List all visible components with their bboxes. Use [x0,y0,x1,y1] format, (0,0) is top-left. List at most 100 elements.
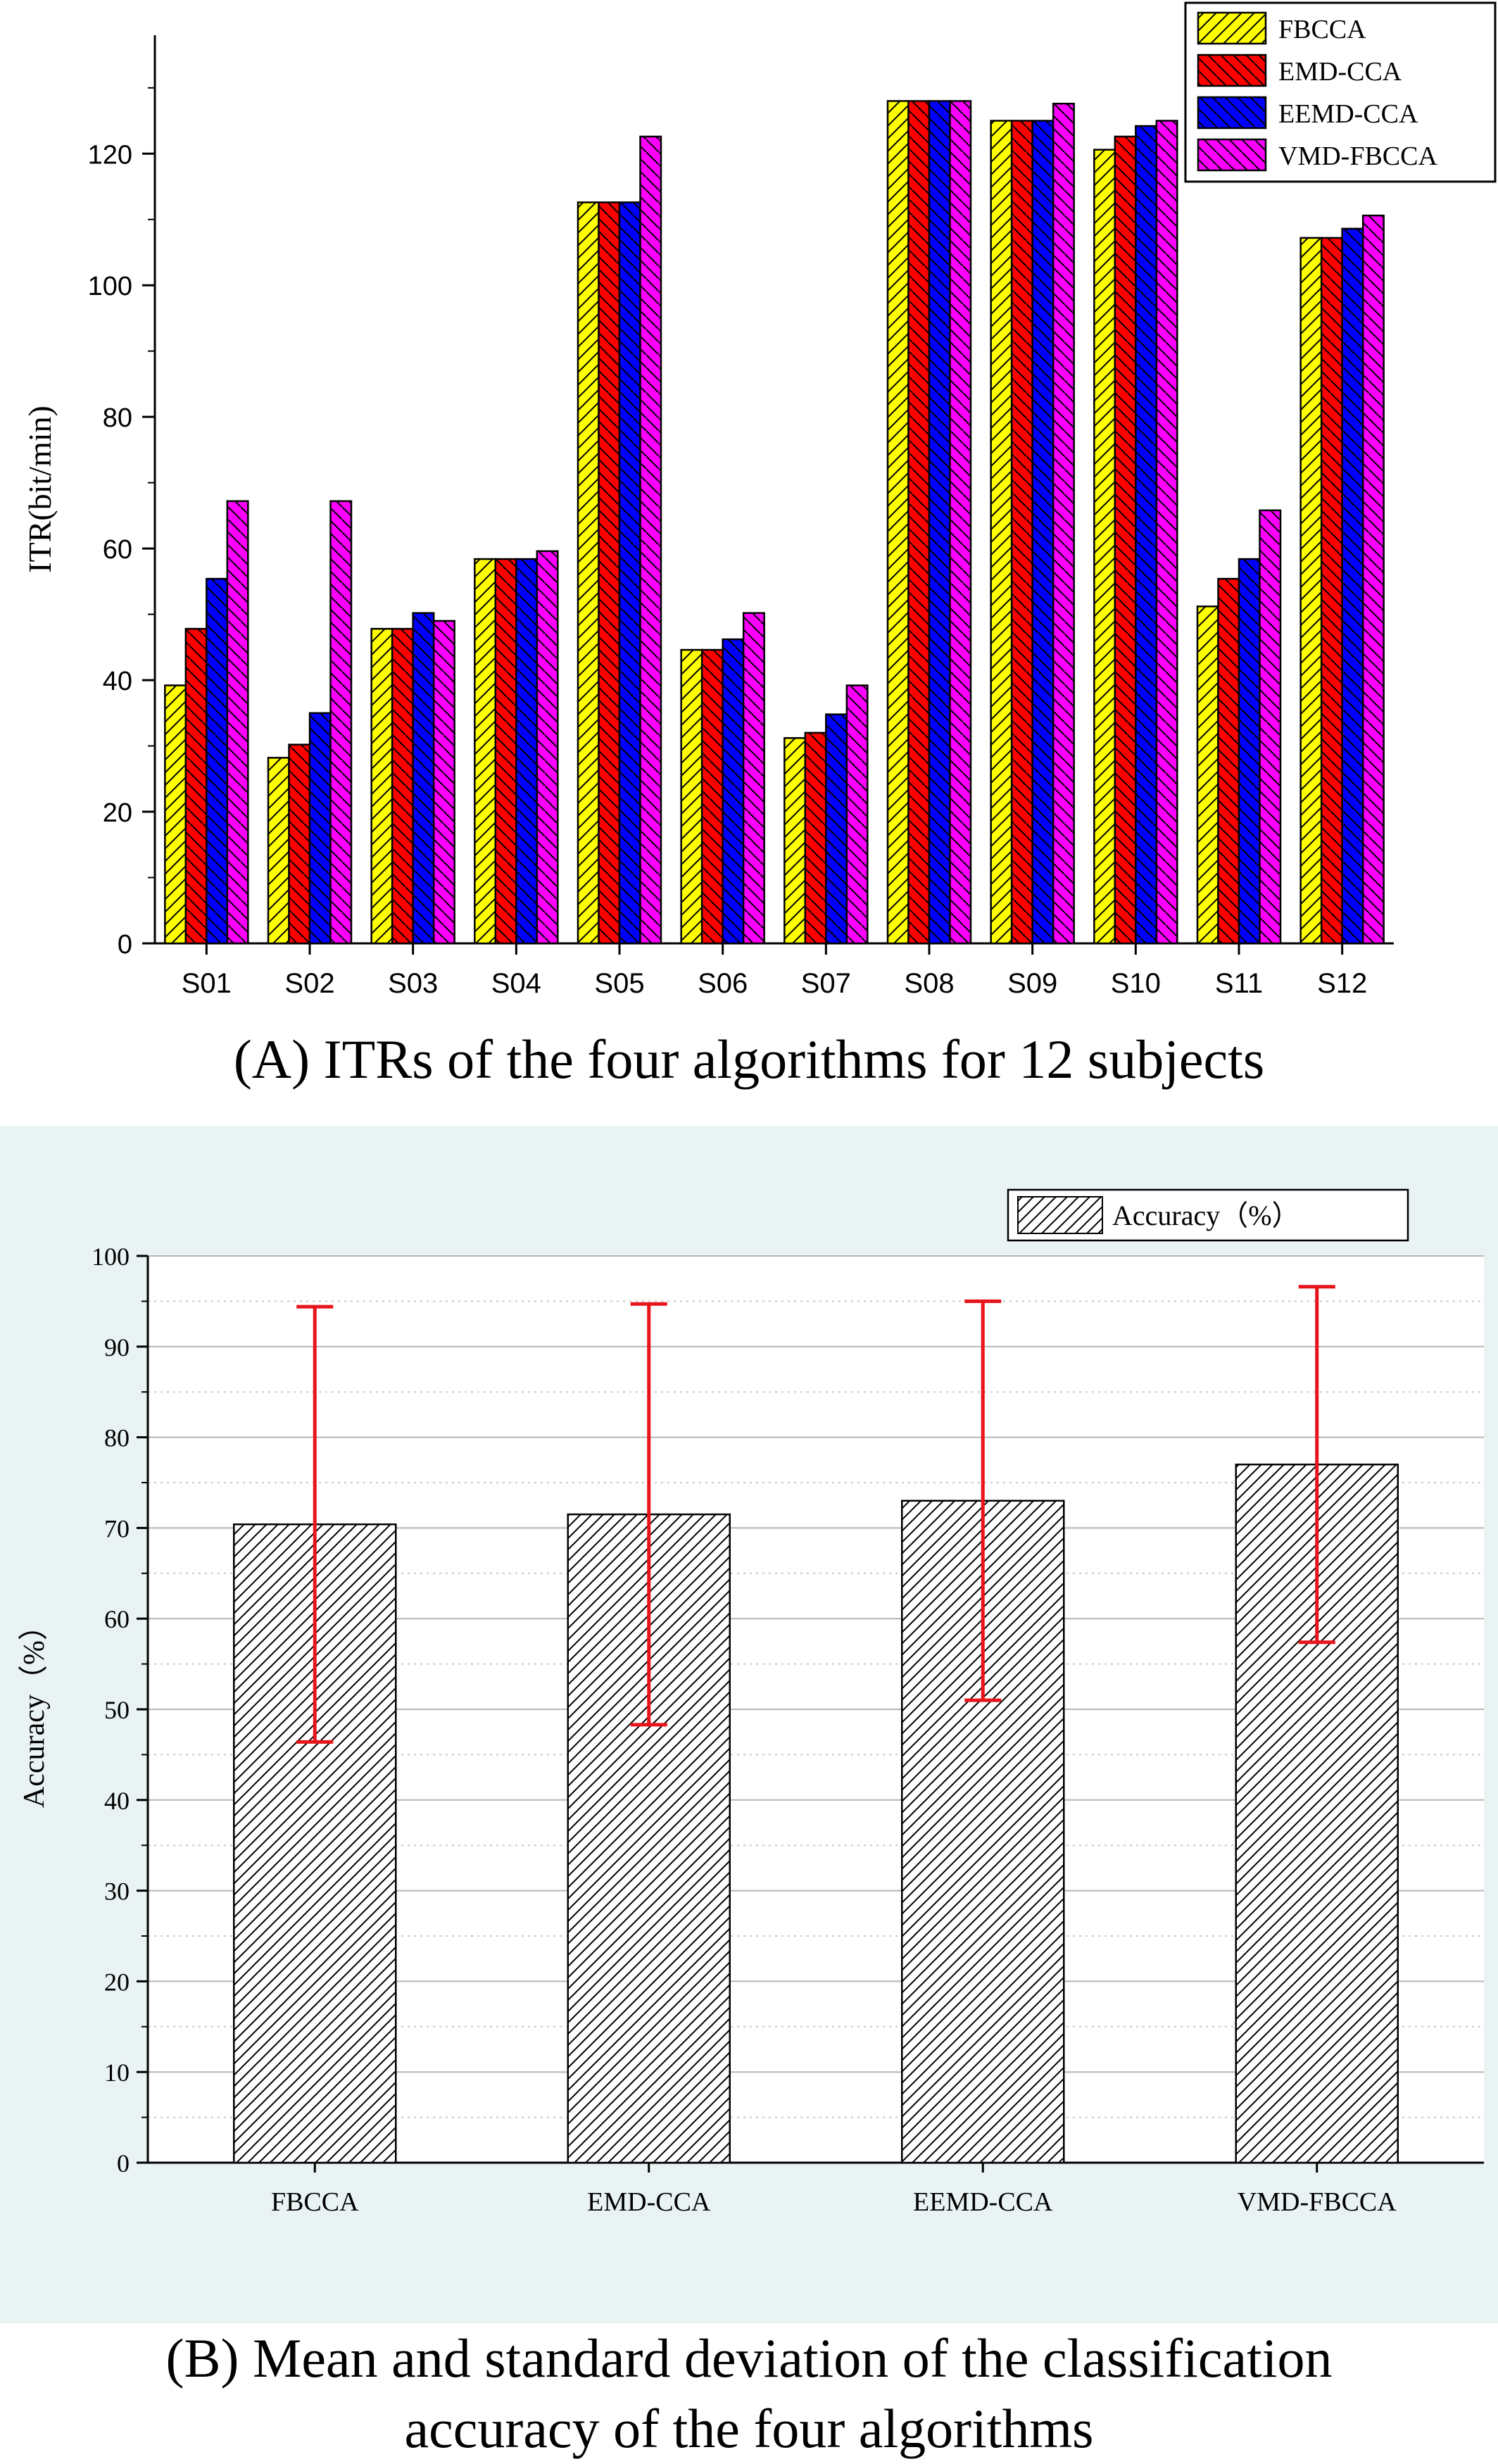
accuracy-y-tick-label: 100 [92,1243,130,1271]
itr-bar-S12-EMD-CCA [1320,237,1343,945]
itr-bar-S01-VMD-FBCCA [226,500,249,945]
accuracy-x-tick-label: FBCCA [271,2187,359,2217]
itr-y-tick-label: 60 [103,535,132,565]
itr-bar-S10-EMD-CCA [1114,135,1137,945]
accuracy-x-tick-label: VMD-FBCCA [1238,2187,1397,2217]
itr-bar-S06-VMD-FBCCA [742,612,765,945]
itr-x-tick-label: S10 [1111,968,1161,999]
accuracy-chart-caption: (B) Mean and standard deviation of the c… [0,2323,1498,2464]
itr-bar-S11-EMD-CCA [1217,577,1240,945]
itr-bar-S05-EEMD-CCA [618,201,641,945]
itr-y-tick-label: 0 [118,930,132,960]
itr-grouped-bar-chart: 0 20 40 60 80 100 120 ITR(bit/min) S01 S02 S03 S04 S… [22,1,1497,999]
itr-bar-S02-FBCCA [267,757,290,945]
accuracy-caption-line-2: accuracy of the four algorithms [404,2398,1094,2459]
itr-legend-label: VMD-FBCCA [1278,142,1437,171]
itr-bar-S06-EMD-CCA [700,648,724,945]
itr-bar-S01-EEMD-CCA [206,577,229,945]
accuracy-caption-line-1: (B) Mean and standard deviation of the c… [165,2327,1333,2389]
accuracy-bar-chart: 0 10 20 30 40 50 60 70 80 90 100 Accuracy（%） FBCCA EM… [0,1126,1498,2323]
itr-bar-S08-FBCCA [886,100,910,945]
itr-x-tick-label: S01 [182,968,232,999]
itr-bar-S09-VMD-FBCCA [1052,102,1075,945]
itr-bar-S04-VMD-FBCCA [536,550,559,945]
itr-y-tick-label: 40 [103,667,132,696]
itr-bar-S01-FBCCA [164,684,187,945]
itr-legend-swatch-FBCCA [1197,11,1267,45]
itr-legend-label: FBCCA [1278,15,1366,44]
itr-bar-S11-VMD-FBCCA [1259,509,1282,945]
itr-bar-S06-FBCCA [680,648,703,945]
itr-bar-S11-EEMD-CCA [1238,558,1261,945]
accuracy-y-tick-label: 70 [104,1514,130,1542]
itr-bar-S08-VMD-FBCCA [949,100,972,945]
accuracy-y-axis-label: Accuracy（%） [18,1611,51,1808]
itr-bar-S12-VMD-FBCCA [1361,214,1385,945]
itr-x-tick-label: S06 [698,968,748,999]
itr-legend-swatch-EMD-CCA [1197,54,1267,87]
itr-x-tick-label: S04 [491,968,541,999]
itr-bar-S04-EMD-CCA [494,558,517,945]
accuracy-legend-swatch [1017,1196,1103,1234]
itr-bar-S03-VMD-FBCCA [432,620,455,945]
accuracy-y-tick-label: 40 [104,1787,130,1815]
itr-bar-S05-VMD-FBCCA [639,135,662,945]
accuracy-y-tick-label: 20 [104,1968,130,1996]
itr-x-tick-label: S02 [284,968,334,999]
itr-bar-S03-FBCCA [370,627,394,945]
itr-y-axis-label: ITR(bit/min) [22,406,58,573]
itr-x-tick-label: S12 [1317,968,1367,999]
itr-legend-label: EMD-CCA [1278,57,1402,87]
itr-legend: FBCCA EMD-CCA EEMD-CCA VMD-FBCCA [1184,1,1497,183]
itr-bar-S03-EMD-CCA [391,627,414,945]
itr-bar-S11-FBCCA [1196,605,1219,945]
itr-x-tick-label: S11 [1215,968,1263,999]
itr-bar-S12-FBCCA [1299,237,1323,945]
itr-bar-S05-EMD-CCA [598,201,621,945]
accuracy-y-tick-label: 30 [104,1878,130,1906]
itr-x-tick-label: S09 [1007,968,1057,999]
itr-bar-S12-EEMD-CCA [1341,227,1364,945]
accuracy-x-tick-label: EMD-CCA [587,2187,711,2217]
itr-bar-S07-VMD-FBCCA [845,684,869,945]
accuracy-y-tick-label: 10 [104,2058,130,2087]
itr-legend-swatch-VMD-FBCCA [1197,138,1267,172]
itr-bar-S09-EEMD-CCA [1031,120,1055,945]
itr-y-tick-label: 20 [103,798,132,828]
accuracy-y-tick-label: 0 [117,2149,130,2177]
itr-y-tick-label: 120 [88,140,132,170]
itr-bar-S05-FBCCA [577,201,600,945]
accuracy-y-tick-label: 90 [104,1333,130,1362]
itr-bar-S08-EEMD-CCA [928,100,951,945]
itr-chart-caption: (A) ITRs of the four algorithms for 12 s… [233,1029,1265,1090]
accuracy-y-tick-label: 50 [104,1696,130,1724]
itr-y-tick-label: 80 [103,403,132,433]
itr-bar-S08-EMD-CCA [907,100,931,945]
itr-x-tick-label: S07 [801,968,851,999]
itr-bar-S01-EMD-CCA [184,627,208,945]
itr-bar-S07-EEMD-CCA [825,713,848,945]
itr-x-tick-label: S08 [904,968,954,999]
itr-legend-swatch-EEMD-CCA [1197,96,1267,130]
itr-bar-S02-VMD-FBCCA [329,500,353,945]
itr-chart-panel: 0 20 40 60 80 100 120 ITR(bit/min) S01 S02 S03 S04 S… [0,0,1498,1126]
accuracy-x-tick-label: EEMD-CCA [913,2187,1053,2217]
accuracy-legend-label: Accuracy（%） [1112,1200,1300,1231]
itr-legend-label: EEMD-CCA [1278,99,1418,129]
itr-bar-S02-EEMD-CCA [308,712,332,945]
itr-bar-S07-FBCCA [783,737,807,945]
accuracy-y-tick-label: 60 [104,1605,130,1633]
accuracy-bar-EEMD-CCA [901,1500,1065,2164]
itr-bar-S04-FBCCA [474,558,497,945]
itr-bar-S02-EMD-CCA [288,743,311,945]
accuracy-y-tick-label: 80 [104,1424,130,1452]
itr-bar-S06-EEMD-CCA [722,638,745,945]
itr-bar-S10-FBCCA [1093,149,1116,945]
itr-bar-S03-EEMD-CCA [412,612,435,945]
itr-bar-S09-EMD-CCA [1010,120,1033,945]
accuracy-chart-panel: 0 10 20 30 40 50 60 70 80 90 100 Accuracy（%） FBCCA EM… [0,1126,1498,2459]
itr-bar-S09-FBCCA [990,120,1013,945]
itr-bar-S10-EEMD-CCA [1135,125,1158,945]
itr-x-tick-label: S05 [594,968,644,999]
itr-bar-S07-EMD-CCA [804,731,827,945]
